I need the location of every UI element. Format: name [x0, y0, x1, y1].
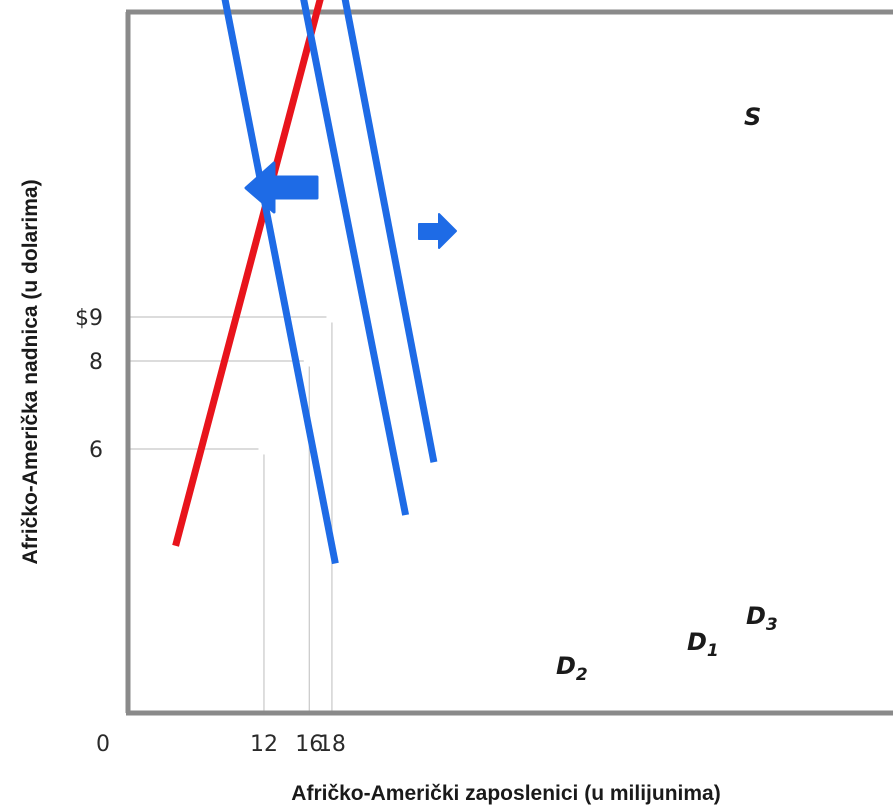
right-shift-arrow — [418, 213, 457, 249]
equilibrium-points — [258, 311, 338, 455]
curves — [172, 0, 438, 565]
x-tick-label: 12 — [250, 732, 278, 757]
curve-label-s: S — [744, 103, 761, 131]
curve-label-d3: D3 — [746, 602, 778, 635]
equilibrium-point-2 — [326, 311, 338, 323]
x-tick-label: 0 — [96, 732, 110, 757]
y-tick-label: 6 — [89, 438, 103, 463]
curve-d1 — [300, 0, 410, 516]
y-tick-label: 8 — [89, 350, 103, 375]
x-tick-label: 18 — [318, 732, 346, 757]
curve-labels: S D1 D2 D3 — [556, 103, 778, 685]
shift-arrows — [244, 161, 457, 249]
left-shift-arrow — [244, 161, 319, 214]
curve-s — [172, 0, 324, 547]
x-axis-title: Afričko-Američki zaposlenici (u milijuni… — [291, 782, 720, 805]
curve-d2 — [221, 0, 339, 565]
curve-label-d2: D2 — [556, 652, 588, 685]
equilibrium-point-0 — [258, 443, 270, 455]
curve-d3 — [341, 0, 438, 463]
x-tick-label: 16 — [295, 732, 323, 757]
y-axis-title: Afričko-Američka nadnica (u dolarima) — [19, 179, 42, 564]
equilibrium-point-1 — [303, 355, 315, 367]
curve-label-d1: D1 — [687, 628, 719, 661]
axes — [125, 9, 893, 716]
y-tick-label: $9 — [75, 306, 103, 331]
